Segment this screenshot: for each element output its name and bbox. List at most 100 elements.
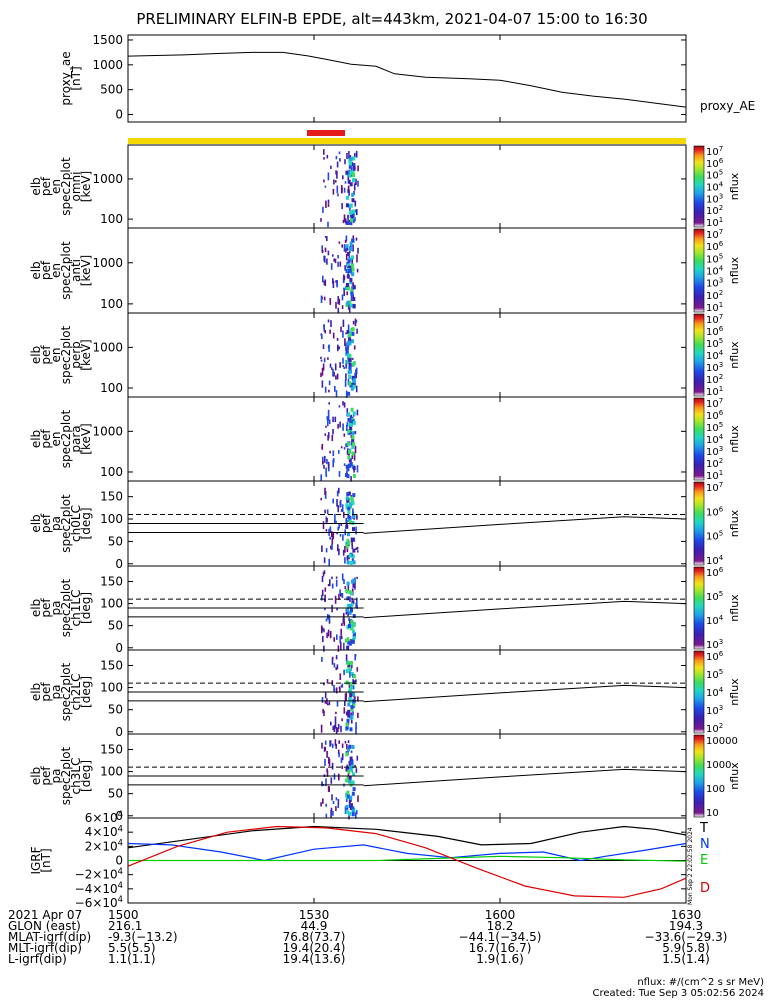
spectrogram-pixel: [356, 209, 358, 216]
spectrogram-pixel: [341, 593, 344, 599]
spectrogram-pixel: [329, 298, 332, 305]
orbit-table: 2021 Apr 07 1500 1530 1600 1630 GLON (east) 21…: [8, 908, 727, 966]
panel-anti: 1000100elbpefenspec2plotanti[keV]1071061…: [29, 227, 741, 314]
spectrogram-pixel: [321, 367, 324, 376]
spectrogram-pixel: [335, 576, 338, 579]
spectrogram-pixel: [326, 750, 328, 758]
spectrogram-pixel: [324, 608, 326, 611]
spectrogram-pixel: [351, 812, 355, 817]
spectrogram-pixel: [347, 610, 349, 617]
spectrogram-pixel: [340, 628, 342, 632]
spectrogram-pixel: [342, 175, 344, 180]
y-axis-label: pef: [39, 513, 53, 533]
spectrogram-pixel: [350, 386, 354, 391]
spectrogram-pixel: [335, 667, 337, 671]
spectrogram-pixel: [347, 215, 349, 223]
y-axis-label: [deg]: [79, 508, 93, 540]
spectrogram-pixel: [352, 493, 356, 498]
colorbar-tick: 106: [706, 505, 724, 518]
spectrogram-pixel: [355, 726, 357, 735]
spectrogram-pixel: [338, 405, 341, 408]
panel-para: 1000100elbpefenspec2plotpara[keV]1071061…: [29, 396, 741, 482]
spectrogram-pixel: [323, 570, 326, 574]
spectrogram-pixel: [345, 804, 349, 809]
spectrogram-pixel: [345, 654, 348, 662]
spectrogram-omni: [320, 149, 359, 228]
orbit-row-value: 44.9: [301, 919, 328, 933]
spectrogram-pixel: [349, 277, 353, 282]
colorbar-tick: 102: [706, 457, 723, 470]
spectrogram-pixel: [339, 362, 341, 368]
spectrogram-pixel: [335, 743, 337, 749]
spectrogram-pixel: [347, 455, 351, 460]
y-tick-label: 50: [108, 787, 123, 801]
spectrogram-pixel: [336, 608, 338, 611]
spectrogram-pixel: [354, 153, 356, 158]
spectrogram-pixel: [350, 707, 354, 712]
spectrogram-pixel: [345, 349, 349, 354]
orbit-row-value: 1.5(1.4): [662, 952, 710, 966]
spectrogram-pixel: [343, 288, 345, 296]
spectrogram-pixel: [348, 306, 351, 313]
orbit-row-value: 16.7(16.7): [469, 941, 532, 955]
panel-frame: [127, 34, 687, 123]
spectrogram-pixel: [355, 547, 357, 550]
colorbar-tick: 106: [706, 240, 724, 253]
spectrogram-pixel: [349, 765, 352, 770]
spectrogram-pixel: [329, 329, 331, 334]
spectrogram-pixel: [345, 669, 349, 674]
y-tick-label: 100: [100, 212, 123, 226]
spectrogram-pixel: [324, 740, 327, 745]
y-tick-label: 0: [115, 641, 123, 655]
spectrogram-pixel: [349, 714, 353, 719]
spectrogram-pixel: [324, 692, 327, 699]
spectrogram-pixel: [346, 340, 350, 345]
spectrogram-pixel: [333, 688, 336, 692]
y-tick-label: 1500: [92, 33, 123, 47]
colorbar-tick: 102: [706, 373, 723, 386]
panel-frame: [127, 144, 687, 229]
spectrogram-pixel: [345, 373, 347, 381]
spectrogram-pixel: [335, 727, 338, 735]
spectrogram-pixel: [327, 199, 330, 204]
spectrogram-pixel: [327, 203, 330, 207]
panel-frame: [127, 227, 687, 314]
spectrogram-pixel: [338, 548, 340, 556]
spectrogram-pixel: [323, 157, 325, 160]
spectrogram-pixel: [342, 364, 344, 368]
colorbar-tick: 107: [706, 481, 723, 494]
y-tick-label: 100: [100, 465, 123, 479]
spectrogram-pixel: [324, 758, 326, 766]
y-axis-label: pef: [39, 682, 53, 702]
spectrogram-ch1LC: [321, 570, 358, 652]
spectrogram-pixel: [330, 809, 332, 818]
spectrogram-pixel: [352, 711, 354, 716]
spectrogram-pixel: [325, 200, 327, 208]
spectrogram-pixel: [355, 237, 358, 241]
spectrogram-pixel: [348, 357, 352, 362]
spectrogram-pixel: [346, 441, 350, 446]
spectrogram-pixel: [356, 254, 358, 263]
spectrogram-pixel: [346, 286, 350, 291]
spectrogram-pixel: [356, 409, 359, 416]
spectrogram-pixel: [325, 474, 328, 477]
colorbar-tick: 102: [706, 289, 723, 302]
spectrogram-pixel: [352, 442, 356, 447]
spectrogram-pixel: [326, 258, 328, 265]
spectrogram-pixel: [321, 380, 324, 388]
spectrogram-pixel: [321, 781, 323, 787]
spectrogram-pixel: [346, 560, 350, 565]
spectrogram-pixel: [357, 247, 359, 254]
orbit-row-value: -9.3(−13.2): [108, 930, 178, 944]
spectrogram-pixel: [347, 448, 349, 452]
y-axis-label: elb: [29, 514, 43, 532]
spectrogram-pixel: [337, 804, 339, 808]
spectrogram-pixel: [347, 582, 350, 591]
orbit-row-label: L-igrf(dip): [8, 952, 67, 966]
y-tick-label: 150: [100, 574, 123, 588]
colorbar-tick: 104: [706, 265, 724, 278]
spectrogram-pixel: [327, 357, 329, 360]
spectrogram-pixel: [336, 185, 339, 194]
spectrogram-pixel: [324, 700, 327, 704]
